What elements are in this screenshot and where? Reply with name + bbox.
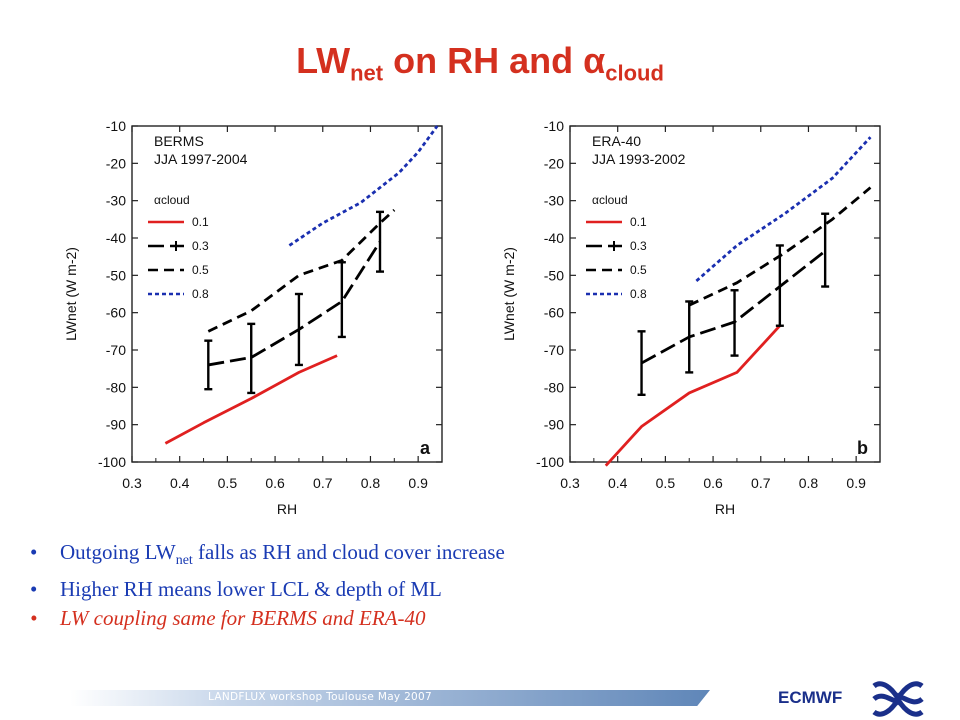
chart-panel-a: -10 -20 -30 -40 -50 -60 -70 -80 -90 -100 0.3 0.4 0.5…: [52, 112, 472, 527]
bullet-dot: •: [30, 577, 38, 602]
legend-label: 0.5: [192, 263, 209, 277]
plot-frame: [131, 125, 443, 463]
series-line: [604, 324, 781, 467]
panel-label: a: [420, 438, 431, 458]
legend-label: 0.1: [192, 215, 209, 229]
period-label: JJA 1993-2002: [592, 151, 686, 167]
panel-label: b: [857, 438, 868, 458]
bullet-dot: •: [30, 540, 38, 564]
y-tick-label: -60: [544, 305, 564, 321]
chart-a-svg: -10 -20 -30 -40 -50 -60 -70 -80 -90 -100 0.3 0.4 0.5…: [63, 118, 443, 517]
y-axis-label: LWnet (W m-2): [63, 247, 79, 341]
bullet-item: • Outgoing LWnet falls as RH and cloud co…: [30, 540, 505, 569]
y-tick-label: -70: [106, 342, 126, 358]
x-tick-label: 0.8: [799, 475, 819, 491]
y-tick-label: -40: [544, 230, 564, 246]
x-tick-label: 0.9: [846, 475, 866, 491]
legend-title: αcloud: [154, 193, 190, 207]
chart-panel-b: -10 -20 -30 -40 -50 -60 -70 -80 -90 -100 0.3 0.4 0.5…: [490, 112, 910, 527]
legend-label: 0.8: [192, 287, 209, 301]
y-tick-label: -20: [544, 155, 564, 171]
legend-label: 0.3: [192, 239, 209, 253]
x-tick-label: 0.5: [218, 475, 238, 491]
y-tick-label: -10: [106, 118, 126, 134]
footer-text: LANDFLUX workshop Toulouse May 2007: [208, 691, 432, 703]
legend-label: 0.1: [630, 215, 647, 229]
y-tick-label: -20: [106, 155, 126, 171]
x-axis-label: RH: [715, 501, 735, 517]
series-line: [208, 240, 382, 367]
x-tick-label: 0.6: [703, 475, 723, 491]
bullet-list: • Outgoing LWnet falls as RH and cloud co…: [30, 538, 505, 633]
y-tick-label: -10: [544, 118, 564, 134]
slide-title: LWnet on RH and αcloud: [296, 40, 664, 86]
x-tick-label: 0.4: [170, 475, 190, 491]
y-tick-label: -100: [536, 454, 564, 470]
series-line: [288, 125, 439, 247]
y-tick-label: -70: [544, 342, 564, 358]
x-tick-label: 0.3: [560, 475, 580, 491]
y-tick-label: -50: [106, 267, 126, 283]
x-tick-label: 0.5: [656, 475, 676, 491]
x-tick-label: 0.9: [408, 475, 428, 491]
x-tick-label: 0.4: [608, 475, 628, 491]
y-axis-label: LWnet (W m-2): [501, 247, 517, 341]
series-line: [164, 354, 338, 445]
y-tick-label: -50: [544, 267, 564, 283]
x-tick-label: 0.8: [361, 475, 381, 491]
y-tick-label: -30: [106, 193, 126, 209]
x-axis-label: RH: [277, 501, 297, 517]
bullet-dot: •: [30, 606, 38, 631]
y-tick-label: -100: [98, 454, 126, 470]
y-tick-label: -30: [544, 193, 564, 209]
x-tick-label: 0.7: [313, 475, 333, 491]
org-name: ECMWF: [778, 688, 843, 707]
period-label: JJA 1997-2004: [154, 151, 248, 167]
legend-label: 0.3: [630, 239, 647, 253]
legend-label: 0.8: [630, 287, 647, 301]
plot-frame: [569, 125, 881, 463]
y-tick-label: -90: [106, 417, 126, 433]
ecmwf-logo-icon: [872, 681, 924, 717]
series-line: [207, 208, 396, 333]
series-line: [695, 136, 872, 282]
y-tick-label: -40: [106, 230, 126, 246]
series-line: [688, 186, 872, 307]
x-tick-label: 0.6: [265, 475, 285, 491]
legend-title: αcloud: [592, 193, 628, 207]
dataset-label: BERMS: [154, 133, 204, 149]
x-tick-label: 0.7: [751, 475, 771, 491]
chart-b-svg: -10 -20 -30 -40 -50 -60 -70 -80 -90 -100 0.3 0.4 0.5…: [501, 118, 881, 517]
x-tick-label: 0.3: [122, 475, 142, 491]
dataset-label: ERA-40: [592, 133, 641, 149]
legend-label: 0.5: [630, 263, 647, 277]
bullet-item: • LW coupling same for BERMS and ERA-40: [30, 604, 505, 633]
footer-bar: [70, 690, 710, 706]
y-tick-label: -80: [544, 379, 564, 395]
y-tick-label: -90: [544, 417, 564, 433]
bullet-item: • Higher RH means lower LCL & depth of ML: [30, 575, 505, 604]
y-tick-label: -80: [106, 379, 126, 395]
y-tick-label: -60: [106, 305, 126, 321]
